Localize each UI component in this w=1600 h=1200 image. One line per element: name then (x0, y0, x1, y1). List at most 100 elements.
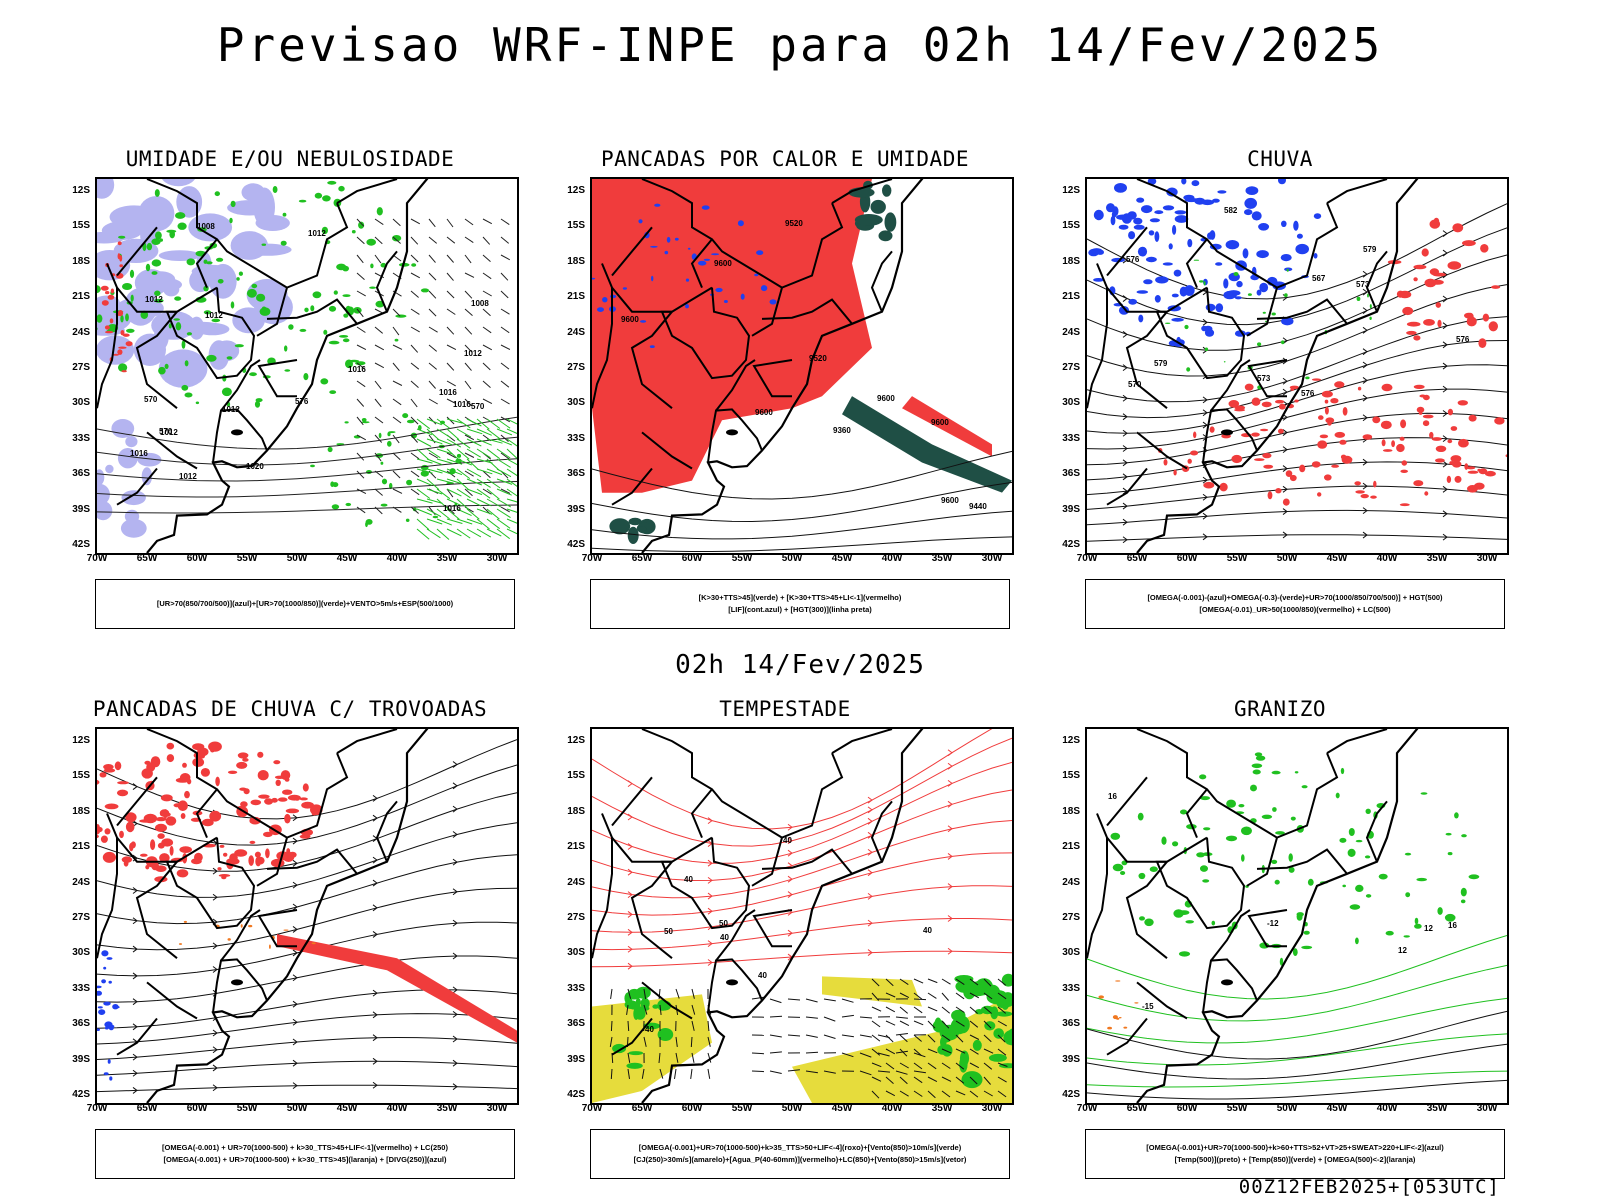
state-border (1365, 250, 1388, 313)
flow-arrow (292, 974, 298, 982)
contour-label: 582 (1224, 206, 1238, 215)
wind-vector (456, 478, 470, 491)
flow-arrow (1282, 413, 1288, 421)
field-blob (1355, 884, 1364, 892)
wind-vector (416, 528, 430, 540)
state-border (831, 179, 893, 204)
contour-line (1087, 1043, 1507, 1080)
wind-vector (496, 458, 511, 468)
contour-label: 9440 (969, 502, 987, 511)
wind-vector (428, 362, 438, 370)
field-blob (230, 301, 235, 309)
wind-vector (969, 1048, 979, 1055)
wind-vector (446, 528, 462, 537)
field-blob (1275, 399, 1285, 404)
lat-tick-label: 39S (1062, 503, 1080, 515)
wind-vector (927, 1034, 936, 1043)
wind-vector (500, 362, 510, 370)
field-blob (101, 300, 109, 306)
lon-tick-label: 40W (386, 1103, 408, 1114)
wind-vector (356, 506, 366, 514)
field-blob (1141, 205, 1153, 214)
state-border (707, 958, 763, 1013)
wind-vector (955, 992, 965, 1000)
wind-vector (410, 380, 419, 388)
flow-arrow (1122, 473, 1128, 481)
lat-tick-label: 39S (72, 1053, 90, 1065)
lon-tick-label: 45W (1326, 1103, 1348, 1114)
flow-arrow (132, 998, 138, 1006)
wind-vector (769, 1051, 782, 1054)
coastline (641, 179, 924, 553)
field-blob (274, 775, 285, 779)
wind-vector (428, 308, 437, 317)
flow-arrow (1282, 465, 1288, 472)
field-blob (1457, 400, 1468, 406)
legend-line: [Temp(500)](preto) + [Temp(850)](verde) … (1174, 1155, 1416, 1164)
lat-tick-label: 30S (72, 397, 90, 409)
field-blob (282, 851, 295, 862)
field-blob (387, 432, 391, 437)
contour-line (97, 854, 517, 925)
flow-arrow (947, 800, 953, 808)
field-blob (1207, 232, 1214, 240)
contour-line (592, 918, 1012, 951)
wind-vector (500, 416, 511, 423)
lat-tick-label: 36S (72, 468, 90, 480)
lat-tick-label: 42S (1062, 1089, 1080, 1100)
flow-arrow (627, 780, 633, 787)
lon-tick-label: 45W (1326, 553, 1348, 564)
flow-arrow (787, 849, 793, 857)
field-blob (1413, 264, 1427, 270)
field-blob (1242, 248, 1249, 259)
lon-tick-label: 30W (981, 553, 1003, 564)
flow-arrow (1122, 518, 1128, 526)
field-blob (1424, 278, 1437, 288)
field-blob (120, 518, 147, 538)
field-blob (182, 762, 187, 768)
lat-tick-label: 27S (72, 912, 90, 923)
lon-tick-label: 70W (86, 553, 108, 564)
contour-line (592, 820, 1012, 899)
field-blob (175, 212, 186, 219)
field-blob (134, 269, 168, 297)
field-blob (365, 521, 368, 528)
field-blob (159, 238, 163, 242)
field-blob (1381, 383, 1393, 392)
field-blob (394, 338, 399, 342)
flow-arrow (292, 837, 298, 845)
panel-title: TEMPESTADE (719, 697, 851, 721)
field-blob (1467, 470, 1479, 474)
lat-tick-label: 18S (567, 255, 585, 267)
field-blob (119, 830, 124, 839)
wind-vector (456, 458, 472, 466)
wind-vector (428, 254, 436, 263)
lat-tick-label: 27S (1062, 362, 1080, 373)
contour-line (1087, 935, 1507, 1000)
field-blob (666, 236, 671, 243)
map-layer (97, 739, 517, 1094)
contour-label: 1012 (179, 472, 197, 481)
wind-vector (374, 380, 382, 390)
field-blob (1289, 474, 1297, 482)
wind-vector (410, 290, 419, 298)
state-border (375, 250, 398, 313)
field-blob (1275, 488, 1282, 494)
wind-vector (446, 416, 455, 425)
contour-label: 50 (664, 927, 673, 936)
field-blob (1263, 464, 1274, 469)
flow-arrow (1202, 396, 1208, 404)
wind-vector (787, 998, 801, 1001)
flow-arrow (372, 931, 378, 938)
field-blob (107, 294, 115, 300)
lat-tick-label: 12S (1062, 735, 1080, 746)
contour-line (1087, 203, 1507, 300)
state-border (761, 298, 853, 325)
field-blob (1286, 268, 1289, 272)
contour-line (1087, 340, 1507, 419)
flow-arrow (132, 1053, 138, 1061)
state-border (1087, 813, 1108, 959)
state-border (256, 752, 349, 887)
